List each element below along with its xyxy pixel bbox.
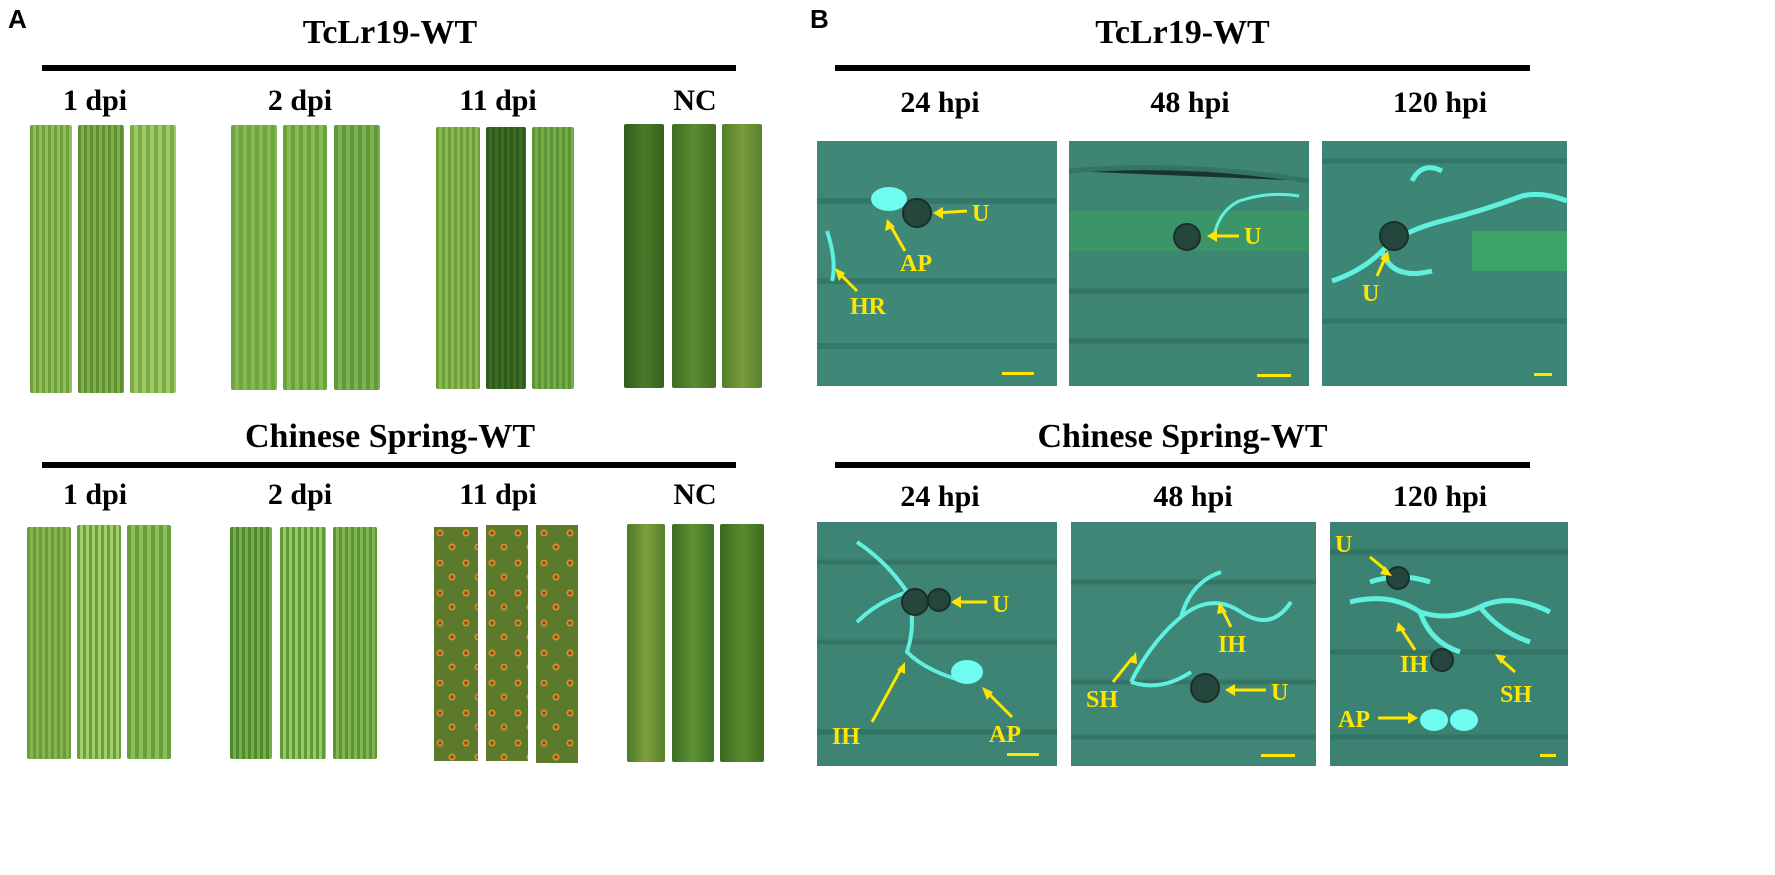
- annotation-sh: SH: [1500, 682, 1532, 708]
- leaf-top-nc-3: [722, 124, 762, 388]
- panel-b-bottom-label-24hpi: 24 hpi: [900, 480, 980, 513]
- panel-b-bottom-label-120hpi: 120 hpi: [1392, 480, 1488, 513]
- panel-a-top-rule: [42, 65, 736, 71]
- leaf-top-11dpi-3: [532, 127, 574, 389]
- leaf-bottom-2dpi-2: [280, 527, 326, 759]
- panel-b-bottom-rule: [835, 462, 1530, 468]
- leaf-bottom-2dpi-3: [333, 527, 377, 759]
- panel-a-top-label-2dpi: 2 dpi: [267, 84, 333, 117]
- annotation-u: U: [1271, 680, 1288, 706]
- leaf-top-1dpi-1: [30, 125, 72, 393]
- panel-a-top-label-nc: NC: [673, 84, 717, 117]
- panel-b-top-title: TcLr19-WT: [1095, 14, 1270, 51]
- annotation-u: U: [992, 592, 1009, 618]
- micrograph-bottom-24hpi: U IH AP: [817, 522, 1057, 766]
- scale-bar: [1257, 374, 1291, 377]
- panel-a-bottom-title: Chinese Spring-WT: [245, 418, 535, 455]
- panel-a-bottom-label-nc: NC: [673, 478, 717, 511]
- panel-a-top-title: TcLr19-WT: [302, 14, 478, 51]
- leaf-bottom-1dpi-1: [27, 527, 71, 759]
- leaf-bottom-nc-1: [627, 524, 665, 762]
- micrograph-top-48hpi: U: [1069, 141, 1309, 386]
- panel-a-bottom-label-2dpi: 2 dpi: [267, 478, 333, 511]
- panel-b-top-label-48hpi: 48 hpi: [1150, 86, 1230, 119]
- annotation-ap: AP: [1338, 707, 1370, 733]
- leaf-bottom-11dpi-group: [434, 525, 578, 763]
- panel-a-bottom-label-11dpi: 11 dpi: [459, 478, 537, 511]
- annotation-ap: AP: [989, 722, 1021, 748]
- micrograph-top-24hpi: U AP HR: [817, 141, 1057, 386]
- leaf-top-nc-1: [624, 124, 664, 388]
- panel-a-bottom-label-1dpi: 1 dpi: [62, 478, 128, 511]
- leaf-top-11dpi-1: [436, 127, 480, 389]
- panel-b-bottom-title: Chinese Spring-WT: [1037, 418, 1328, 455]
- panel-a-letter: A: [8, 4, 27, 34]
- micrograph-top-120hpi: U: [1322, 141, 1567, 386]
- annotation-u: U: [1362, 281, 1379, 307]
- panel-a-top-label-11dpi: 11 dpi: [459, 84, 537, 117]
- panel-b-top-label-120hpi: 120 hpi: [1392, 86, 1488, 119]
- micrograph-bottom-48hpi: IH SH U: [1071, 522, 1316, 766]
- annotation-ih: IH: [1400, 652, 1428, 678]
- leaf-top-2dpi-1: [231, 125, 277, 390]
- scale-bar: [1007, 753, 1039, 756]
- leaf-top-1dpi-2: [78, 125, 124, 393]
- leaf-bottom-1dpi-2: [77, 525, 121, 759]
- annotation-sh: SH: [1086, 687, 1118, 713]
- annotation-ap: AP: [900, 251, 932, 277]
- leaf-bottom-2dpi-1: [230, 527, 272, 759]
- panel-b-letter: B: [810, 4, 829, 34]
- leaf-top-1dpi-3: [130, 125, 176, 393]
- scale-bar: [1534, 373, 1552, 376]
- scale-bar: [1540, 754, 1556, 757]
- annotation-ih: IH: [1218, 632, 1246, 658]
- panel-b-top-label-24hpi: 24 hpi: [900, 86, 980, 119]
- leaf-bottom-1dpi-3: [127, 525, 171, 759]
- annotation-u: U: [1244, 224, 1261, 250]
- scale-bar: [1261, 754, 1295, 757]
- scale-bar: [1002, 372, 1034, 375]
- leaf-top-nc-2: [672, 124, 716, 388]
- panel-a-top-label-1dpi: 1 dpi: [62, 84, 128, 117]
- leaf-bottom-nc-3: [720, 524, 764, 762]
- panel-b-bottom-label-48hpi: 48 hpi: [1153, 480, 1233, 513]
- annotation-ih: IH: [832, 724, 860, 750]
- annotation-u: U: [972, 201, 989, 227]
- leaf-bottom-nc-2: [672, 524, 714, 762]
- annotation-hr: HR: [850, 294, 887, 320]
- leaf-top-2dpi-3: [334, 125, 380, 390]
- leaf-top-2dpi-2: [283, 125, 327, 390]
- leaf-top-11dpi-2: [486, 127, 526, 389]
- micrograph-bottom-120hpi: U IH SH AP: [1330, 522, 1568, 766]
- annotation-u: U: [1335, 532, 1352, 558]
- panel-b-top-rule: [835, 65, 1530, 71]
- panel-a-bottom-rule: [42, 462, 736, 468]
